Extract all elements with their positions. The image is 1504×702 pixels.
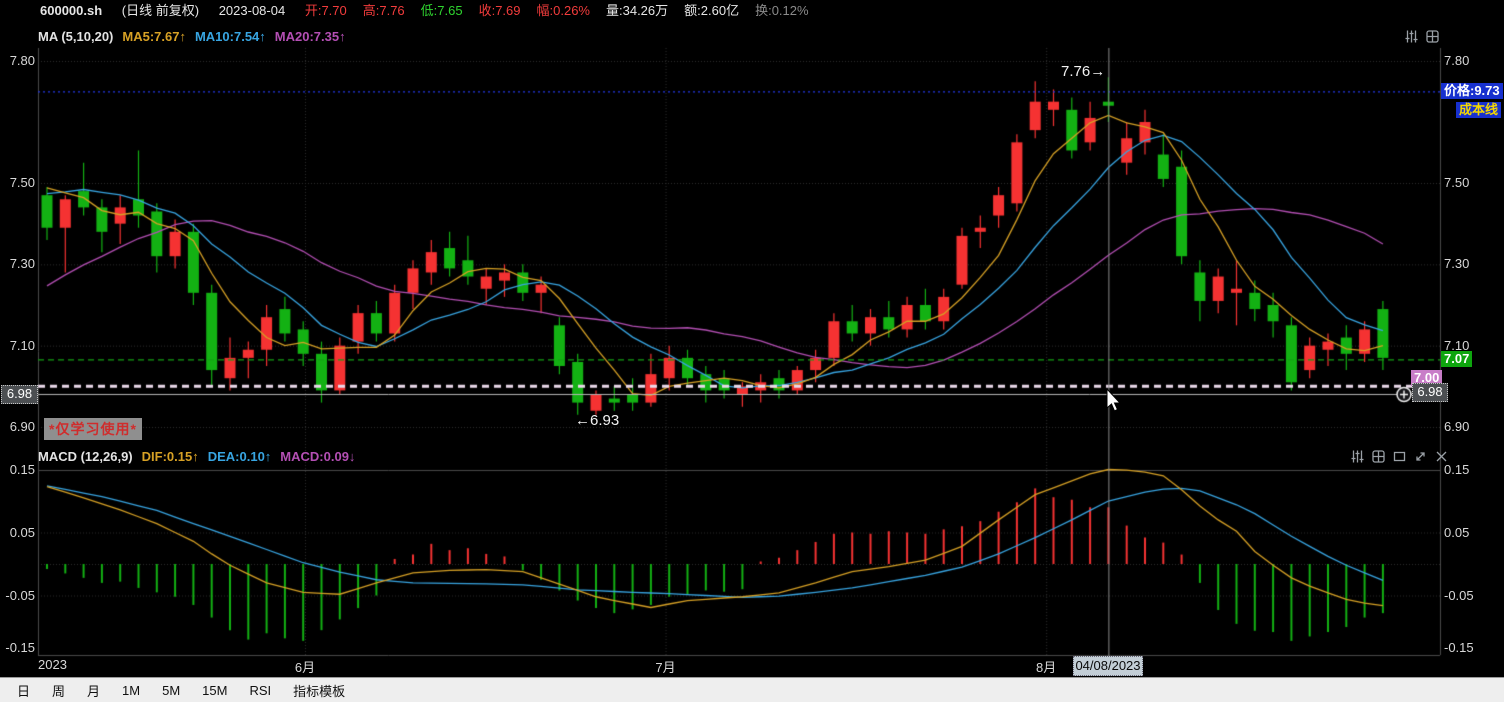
tab-日[interactable]: 日 xyxy=(17,683,31,699)
macd-tick-right: 0.05 xyxy=(1444,524,1470,540)
macd-tick-left: -0.05 xyxy=(5,587,35,603)
symbol: 600000.sh xyxy=(40,3,103,18)
x-axis-label: 8月 xyxy=(1036,660,1057,675)
crosshair-date-label: 04/08/2023 xyxy=(1073,656,1143,676)
expand-icon[interactable] xyxy=(1413,449,1428,464)
drawn-line-label-right[interactable]: 6.98 xyxy=(1412,383,1448,402)
legend-segment: MACD (12,26,9) xyxy=(38,449,133,464)
legend-segment: MA10:7.54↑ xyxy=(194,29,266,44)
price-tick-left: 6.90 xyxy=(9,419,35,434)
quote-field: 幅:0.26% xyxy=(536,3,590,18)
quote-header: 600000.sh (日线 前复权) 2023-08-04 开:7.70 高:7.… xyxy=(0,0,1504,22)
period-toolbar: 日 周 月 1M 5M 15M RSI 指标模板 xyxy=(0,677,1504,702)
legend-segment: DEA:0.10↑ xyxy=(207,449,272,464)
price-tick-left: 7.10 xyxy=(9,337,35,353)
macd-indicator-legend: MACD (12,26,9) DIF:0.15↑ DEA:0.10↑ MACD:0.0… xyxy=(38,449,364,464)
ma-indicator-legend: MA (5,10,20) MA5:7.67↑ MA10:7.54↑ MA20:7.35… xyxy=(38,29,355,44)
hidden-line-price-label: 7.00 xyxy=(1411,370,1443,386)
adjust-icon[interactable] xyxy=(1350,449,1365,464)
price-tick-right: 7.30 xyxy=(1444,256,1470,272)
x-axis-label: 6月 xyxy=(294,660,316,675)
quote-field: 高:7.76 xyxy=(362,3,405,18)
price-tick-right: 7.10 xyxy=(1444,337,1470,353)
quote-field: 开:7.70 xyxy=(304,3,347,18)
tab-1M[interactable]: 1M xyxy=(122,682,141,698)
x-axis-label: 7月 xyxy=(655,660,676,675)
quote-fields: 开:7.70 高:7.76 低:7.65 收:7.69 幅:0.26% 量:34.26万额… xyxy=(305,3,825,18)
low-annotation: ←6.93 xyxy=(575,412,620,429)
macd-tick-right: 0.15 xyxy=(1444,461,1470,477)
tab-月[interactable]: 月 xyxy=(87,683,101,699)
tab-周[interactable]: 周 xyxy=(52,683,66,699)
macd-panel-toolbar xyxy=(1350,449,1449,464)
window-icon[interactable] xyxy=(1392,449,1407,464)
tab-15M[interactable]: 15M xyxy=(202,682,228,698)
macd-tick-right: -0.05 xyxy=(1444,587,1474,603)
price-tick-right: 7.80 xyxy=(1444,53,1470,68)
tab-RSI[interactable]: RSI xyxy=(249,682,272,698)
quote-field: 额:2.60亿 xyxy=(684,3,740,18)
high-annotation: 7.76→ xyxy=(1061,63,1106,80)
legend-segment: MA (5,10,20) xyxy=(38,29,114,44)
price-tick-left: 7.30 xyxy=(9,256,35,272)
watermark: *仅学习使用* xyxy=(44,418,142,440)
legend-segment: MACD:0.09↓ xyxy=(280,449,356,464)
quote-date: 2023-08-04 xyxy=(218,3,286,18)
macd-tick-left: 0.05 xyxy=(9,524,35,540)
price-tick-right: 7.50 xyxy=(1444,175,1470,190)
quote-field: 低:7.65 xyxy=(420,3,463,18)
macd-tick-left: -0.15 xyxy=(5,640,35,655)
legend-segment: DIF:0.15↑ xyxy=(141,449,199,464)
legend-segment: MA20:7.35↑ xyxy=(274,29,346,44)
quote-field: 收:7.69 xyxy=(478,3,521,18)
price-tag: 价格:9.73 xyxy=(1441,83,1503,99)
last-price-label: 7.07 xyxy=(1441,351,1473,367)
tab-5M[interactable]: 5M xyxy=(162,682,181,698)
drawn-line-label-left[interactable]: 6.98 xyxy=(1,385,38,404)
macd-tick-right: -0.15 xyxy=(1444,640,1474,655)
legend-segment: MA5:7.67↑ xyxy=(122,29,186,44)
cost-line-tag: 成本线 xyxy=(1456,102,1502,118)
price-tick-right: 6.90 xyxy=(1444,419,1470,434)
tab-指标模板[interactable]: 指标模板 xyxy=(293,683,346,699)
adjust-icon[interactable] xyxy=(1404,29,1419,44)
main-panel-toolbar xyxy=(1404,29,1440,44)
close-icon[interactable] xyxy=(1434,449,1449,464)
quote-field: 量:34.26万 xyxy=(606,3,669,18)
panes-icon[interactable] xyxy=(1371,449,1386,464)
period-mode: (日线 前复权) xyxy=(121,3,200,18)
panes-icon[interactable] xyxy=(1425,29,1440,44)
price-tick-left: 7.50 xyxy=(9,175,35,190)
x-axis-label: 2023 xyxy=(38,657,67,672)
quote-field: 换:0.12% xyxy=(755,3,809,18)
price-tick-left: 7.80 xyxy=(9,53,35,68)
mouse-cursor xyxy=(1104,387,1124,420)
macd-tick-left: 0.15 xyxy=(9,461,35,477)
